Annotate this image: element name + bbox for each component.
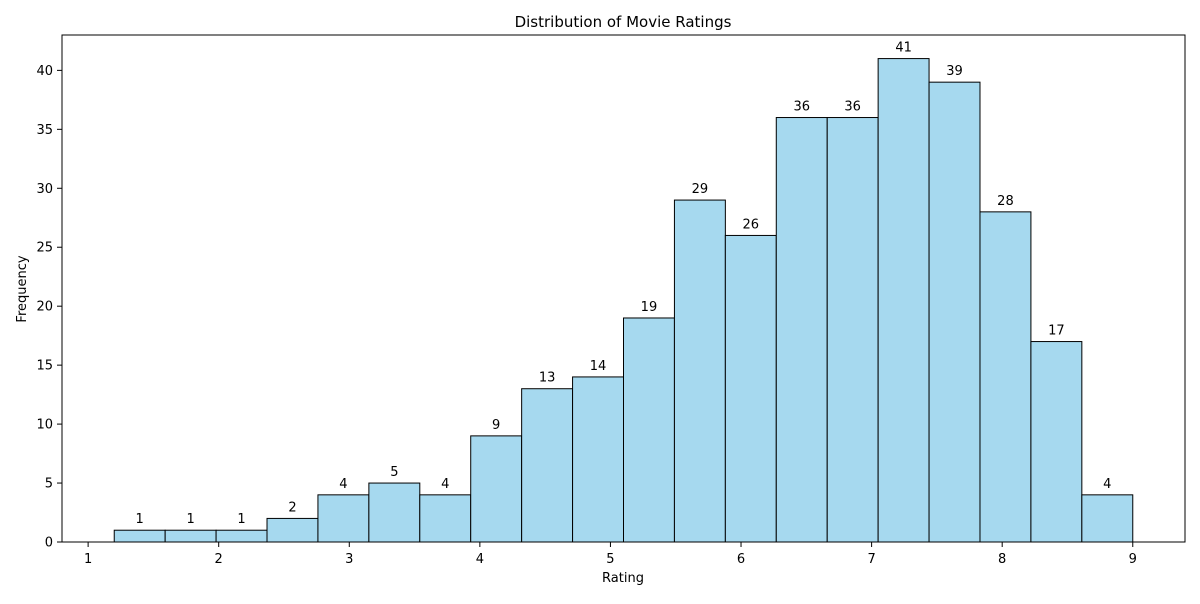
histogram-bar: [113, 529, 166, 543]
bar-value-label: 9: [492, 418, 500, 433]
bar-value-label: 2: [288, 500, 296, 515]
histogram-bar: [623, 317, 675, 543]
y-axis-ticks: 0 5 10 15 20 25 30 35 40: [36, 64, 62, 551]
x-tick-label: 4: [476, 552, 484, 567]
bar-value-label: 4: [441, 477, 449, 492]
histogram-bar: [470, 435, 523, 543]
bar-value-label: 4: [339, 477, 347, 492]
x-tick-label: 8: [998, 552, 1006, 567]
y-tick-label: 25: [36, 241, 53, 256]
bar-value-label: 39: [946, 64, 963, 79]
bar-value-label: 26: [743, 217, 760, 232]
x-tick-label: 7: [867, 552, 875, 567]
histogram-bar: [928, 81, 981, 543]
bar-value-label: 19: [641, 300, 658, 315]
y-tick-label: 0: [45, 536, 53, 551]
y-axis-label: Frequency: [15, 255, 30, 322]
y-tick-label: 30: [36, 182, 53, 197]
x-axis-label: Rating: [602, 571, 644, 586]
bar-value-label: 36: [844, 100, 861, 115]
y-tick-label: 10: [36, 418, 53, 433]
y-tick-label: 20: [36, 300, 53, 315]
bar-value-label: 41: [895, 41, 912, 56]
y-tick-label: 35: [36, 123, 53, 138]
bar-labels-group: 1 1 1 2 4 5 4 9 13 14 19 29 26 36 36 41 39 28 17 4: [136, 41, 1112, 528]
histogram-bar: [979, 211, 1032, 543]
bar-value-label: 4: [1103, 477, 1111, 492]
histogram-bar: [317, 494, 370, 543]
chart-title: Distribution of Movie Ratings: [515, 13, 732, 31]
bar-value-label: 1: [136, 512, 144, 527]
x-tick-label: 6: [737, 552, 745, 567]
bar-value-label: 36: [793, 100, 810, 115]
bar-value-label: 13: [539, 371, 556, 386]
x-tick-label: 3: [345, 552, 353, 567]
histogram-bar: [1030, 341, 1083, 543]
histogram-bar: [164, 529, 217, 543]
bar-value-label: 1: [186, 512, 194, 527]
histogram-bar: [215, 529, 268, 543]
plot-frame: [61, 34, 1186, 543]
x-tick-label: 2: [215, 552, 223, 567]
bar-value-label: 14: [590, 359, 607, 374]
bar-value-label: 29: [692, 182, 709, 197]
x-tick-label: 1: [84, 552, 92, 567]
histogram-bar: [266, 517, 319, 543]
histogram-bar: [419, 494, 472, 543]
histogram-bar: [775, 117, 828, 543]
y-tick-label: 40: [36, 64, 53, 79]
histogram-bar: [877, 58, 930, 543]
x-tick-label: 5: [606, 552, 614, 567]
y-tick-label: 5: [45, 477, 53, 492]
x-axis-ticks: 1 2 3 4 5 6 7 8 9: [84, 542, 1137, 567]
bar-value-label: 5: [390, 465, 398, 480]
histogram-bar: [673, 199, 726, 543]
bar-value-label: 1: [237, 512, 245, 527]
histogram-bar: [826, 117, 879, 543]
histogram-bar: [724, 234, 777, 543]
histogram-bar: [521, 388, 574, 543]
bars-group: [113, 58, 1134, 543]
histogram-bar: [368, 482, 421, 543]
x-tick-label: 9: [1129, 552, 1137, 567]
y-tick-label: 15: [36, 359, 53, 374]
histogram-bar: [1081, 494, 1134, 543]
bar-value-label: 17: [1048, 324, 1065, 339]
bar-value-label: 28: [997, 194, 1014, 209]
histogram-bar: [572, 376, 625, 543]
